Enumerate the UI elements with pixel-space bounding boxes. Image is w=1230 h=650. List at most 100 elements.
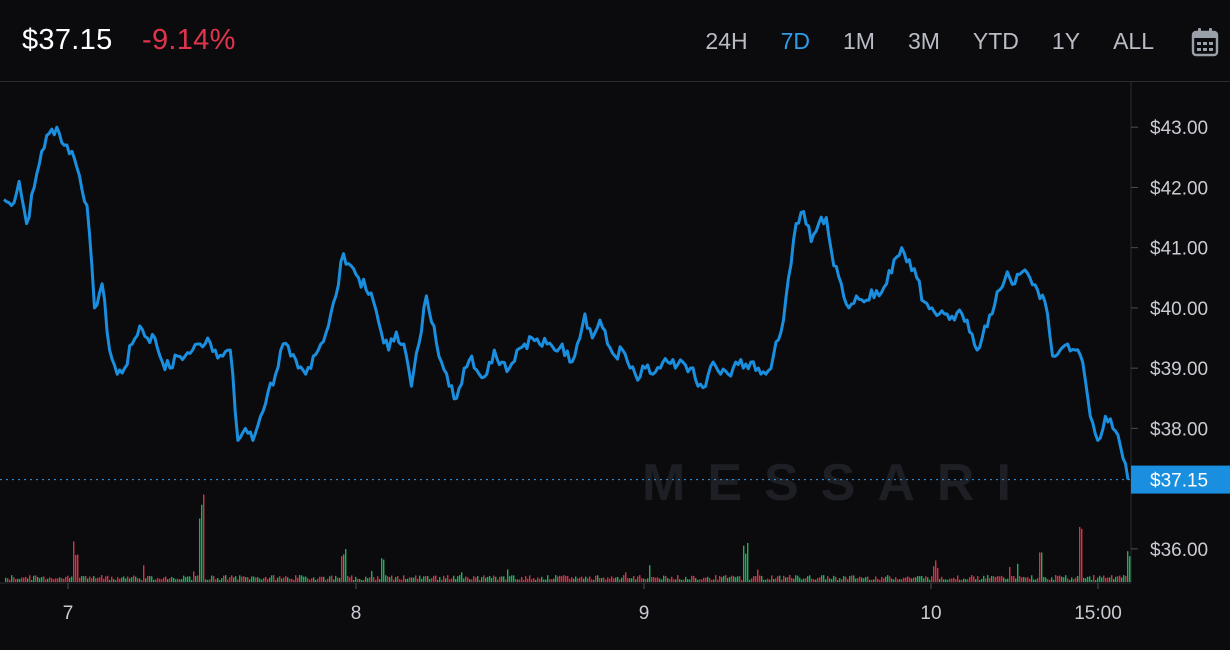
volume-bar xyxy=(255,577,257,582)
volume-bar xyxy=(1105,577,1107,582)
volume-bar xyxy=(463,578,465,582)
volume-bar xyxy=(1117,576,1119,582)
volume-bar xyxy=(35,575,37,582)
volume-bar xyxy=(813,579,815,582)
volume-bar xyxy=(341,556,343,582)
volume-bar xyxy=(805,578,807,582)
volume-bar xyxy=(587,578,589,582)
volume-bar xyxy=(703,577,705,582)
volume-bar xyxy=(427,576,429,582)
volume-bar xyxy=(179,579,181,582)
volume-bar xyxy=(337,577,339,582)
volume-bar xyxy=(919,576,921,582)
volume-bar xyxy=(883,578,885,582)
volume-bar xyxy=(687,579,689,582)
volume-bar xyxy=(227,579,229,582)
volume-bar xyxy=(113,579,115,582)
volume-bar xyxy=(53,579,55,582)
volume-bar xyxy=(9,579,11,582)
volume-bar xyxy=(1055,575,1057,582)
volume-bar xyxy=(745,553,747,582)
volume-bar xyxy=(149,575,151,582)
volume-bar xyxy=(361,579,363,582)
volume-bar xyxy=(849,576,851,582)
volume-bar xyxy=(395,577,397,582)
volume-bar xyxy=(1053,579,1055,582)
volume-bar xyxy=(659,578,661,582)
volume-bar xyxy=(307,578,309,582)
volume-bar xyxy=(525,576,527,582)
range-1m[interactable]: 1M xyxy=(843,28,875,54)
volume-bar xyxy=(101,575,103,582)
volume-bar xyxy=(693,576,695,582)
volume-bar xyxy=(147,575,149,582)
volume-bar xyxy=(863,578,865,582)
volume-bar xyxy=(633,575,635,582)
volume-bar xyxy=(253,576,255,582)
volume-bar xyxy=(429,579,431,582)
volume-bar xyxy=(649,565,651,582)
volume-bar xyxy=(295,575,297,582)
volume-bar xyxy=(1075,577,1077,582)
volume-bar xyxy=(579,577,581,582)
volume-bar xyxy=(141,579,143,582)
volume-bar xyxy=(995,576,997,582)
volume-bar xyxy=(717,579,719,582)
range-1y[interactable]: 1Y xyxy=(1051,28,1081,54)
current-price: $37.15 xyxy=(22,24,113,56)
range-ytd[interactable]: YTD xyxy=(972,28,1019,54)
volume-bar xyxy=(683,579,685,582)
volume-bar xyxy=(743,545,745,582)
volume-bar xyxy=(143,565,145,582)
volume-bar xyxy=(73,541,75,582)
volume-bar xyxy=(175,579,177,582)
y-tick-label: $41.00 xyxy=(1150,239,1208,260)
volume-bar xyxy=(1019,576,1021,582)
volume-bar xyxy=(675,579,677,582)
volume-bar xyxy=(399,579,401,582)
range-24h[interactable]: 24H xyxy=(705,28,748,54)
volume-bar xyxy=(1025,577,1027,582)
volume-bar xyxy=(237,579,239,582)
volume-bar xyxy=(259,578,261,582)
volume-bar xyxy=(639,575,641,582)
volume-bar xyxy=(827,576,829,582)
volume-bar xyxy=(1081,528,1083,582)
volume-bar xyxy=(353,579,355,582)
volume-bar xyxy=(1043,577,1045,582)
volume-bar xyxy=(115,579,117,582)
volume-bar xyxy=(965,579,967,582)
volume-bar xyxy=(285,576,287,582)
volume-bar xyxy=(5,577,7,582)
volume-bar xyxy=(157,578,159,582)
volume-bar xyxy=(833,575,835,582)
volume-bar xyxy=(131,577,133,582)
price-chart[interactable]: MESSARI $43.00 $42.00 $41.00 $40.00 $39.00 $3… xyxy=(0,82,1230,650)
volume-bar xyxy=(217,578,219,582)
volume-bar xyxy=(1085,578,1087,582)
volume-bar xyxy=(479,579,481,582)
volume-bar xyxy=(409,577,411,582)
range-3m[interactable]: 3M xyxy=(907,28,940,54)
volume-bar xyxy=(851,575,853,582)
volume-bar xyxy=(163,577,165,582)
volume-bar xyxy=(75,554,77,582)
volume-bar xyxy=(377,576,379,582)
range-7d[interactable]: 7D xyxy=(780,28,811,54)
volume-bar xyxy=(1023,576,1025,582)
volume-bar xyxy=(47,578,49,582)
volume-bar xyxy=(347,575,349,582)
volume-bar xyxy=(869,579,871,582)
volume-bar xyxy=(375,579,377,582)
volume-bar xyxy=(1029,578,1031,582)
volume-bar xyxy=(171,576,173,582)
volume-bar xyxy=(1051,577,1053,582)
volume-bar xyxy=(747,542,749,582)
volume-bar xyxy=(1005,579,1007,582)
volume-bar xyxy=(563,575,565,582)
volume-bar xyxy=(573,578,575,582)
volume-bar xyxy=(1035,579,1037,582)
calendar-icon[interactable] xyxy=(1191,27,1219,57)
range-all[interactable]: ALL xyxy=(1113,28,1154,54)
volume-bar xyxy=(619,579,621,582)
